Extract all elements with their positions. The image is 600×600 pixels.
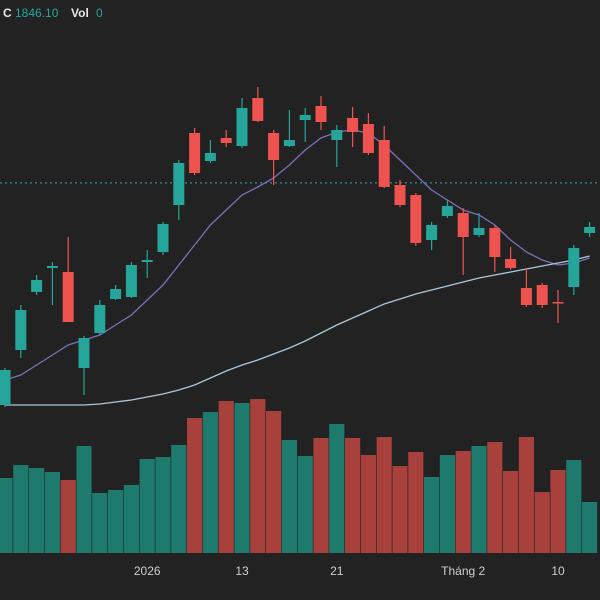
volume-bar: [297, 456, 313, 553]
candle-body: [568, 248, 580, 287]
volume-prefix: Vol: [71, 6, 89, 20]
candle-body: [94, 305, 106, 333]
volume-value: 0: [96, 6, 103, 20]
candle-body: [173, 163, 185, 205]
volume-bar: [13, 465, 29, 553]
candle-body: [426, 225, 438, 240]
volume-bar: [392, 466, 408, 553]
volume-bar: [281, 440, 297, 553]
volume-bar: [313, 438, 329, 553]
candle-body: [331, 130, 343, 140]
candle-body: [236, 108, 248, 146]
volume-bar: [503, 471, 519, 553]
volume-bar: [171, 445, 187, 553]
volume-bar: [534, 492, 550, 553]
candle-body: [46, 266, 58, 268]
candle-body: [110, 289, 122, 299]
candle-body: [347, 118, 359, 132]
volume-bar: [123, 485, 139, 553]
candle-body: [457, 213, 469, 237]
volume-bar: [187, 418, 203, 553]
candle-body: [505, 259, 517, 268]
candle-body: [520, 288, 532, 305]
volume-bar: [566, 460, 582, 553]
candle-body: [15, 310, 27, 350]
close-value: 1846.10: [15, 6, 59, 20]
volume-bar: [92, 493, 108, 553]
volume-bar: [439, 455, 455, 553]
candle-body: [62, 272, 74, 322]
legend-header: C 1846.10 Vol 0: [3, 6, 103, 20]
candle-body: [489, 228, 501, 257]
close-prefix: C: [3, 6, 12, 20]
volume-bar: [345, 438, 361, 553]
candle-body: [299, 115, 311, 120]
candle-body: [394, 185, 406, 205]
moving-average: [5, 255, 590, 406]
candle-body: [157, 224, 169, 252]
price-pane: [0, 87, 600, 407]
x-tick-label: Tháng 2: [441, 564, 485, 578]
moving-average: [4, 129, 590, 381]
volume-bar: [582, 502, 598, 553]
volume-bar: [155, 457, 171, 553]
volume-bar: [29, 468, 45, 553]
candle-body: [410, 195, 422, 243]
volume-bar: [234, 403, 250, 553]
volume-bar: [76, 446, 92, 553]
candle-body: [473, 228, 485, 235]
candle-body: [78, 338, 90, 368]
candle-body: [362, 124, 374, 153]
volume-bar: [471, 446, 487, 553]
candle-body: [31, 280, 43, 292]
volume-bar: [0, 478, 13, 553]
candle-body: [441, 206, 453, 216]
candle-body: [315, 106, 327, 122]
candle-body: [204, 153, 216, 161]
candle-body: [283, 140, 295, 146]
volume-bar: [518, 437, 534, 553]
volume-bar: [408, 452, 424, 553]
candle-body: [552, 302, 564, 304]
volume-bar: [376, 437, 392, 553]
volume-bar: [550, 470, 566, 553]
candle-body: [0, 370, 11, 405]
volume-bar: [44, 472, 60, 553]
x-axis: 2026 13 21 Tháng 2 10: [134, 564, 565, 578]
volume-bar: [218, 401, 234, 553]
candle-body: [536, 285, 548, 305]
candle-body: [268, 133, 280, 160]
candle-body: [141, 260, 153, 262]
volume-bar: [60, 480, 76, 553]
volume-bar: [108, 490, 124, 553]
candle-body: [378, 140, 390, 187]
x-tick-label: 13: [235, 564, 249, 578]
candle-body: [584, 227, 596, 233]
volume-bar: [202, 412, 218, 553]
volume-bar: [139, 459, 155, 553]
x-tick-label: 2026: [134, 564, 161, 578]
volume-bar: [487, 442, 503, 553]
volume-bar: [360, 455, 376, 553]
x-tick-label: 10: [551, 564, 565, 578]
x-tick-label: 21: [330, 564, 344, 578]
candle-body: [252, 98, 264, 121]
candle-body: [220, 138, 232, 143]
volume-bar: [455, 451, 471, 553]
volume-bar: [329, 424, 345, 553]
volume-bar: [424, 477, 440, 553]
volume-pane: [0, 399, 598, 553]
candle-body: [189, 133, 201, 173]
candle-body: [125, 265, 137, 297]
volume-bar: [266, 411, 282, 553]
volume-bar: [250, 399, 266, 553]
